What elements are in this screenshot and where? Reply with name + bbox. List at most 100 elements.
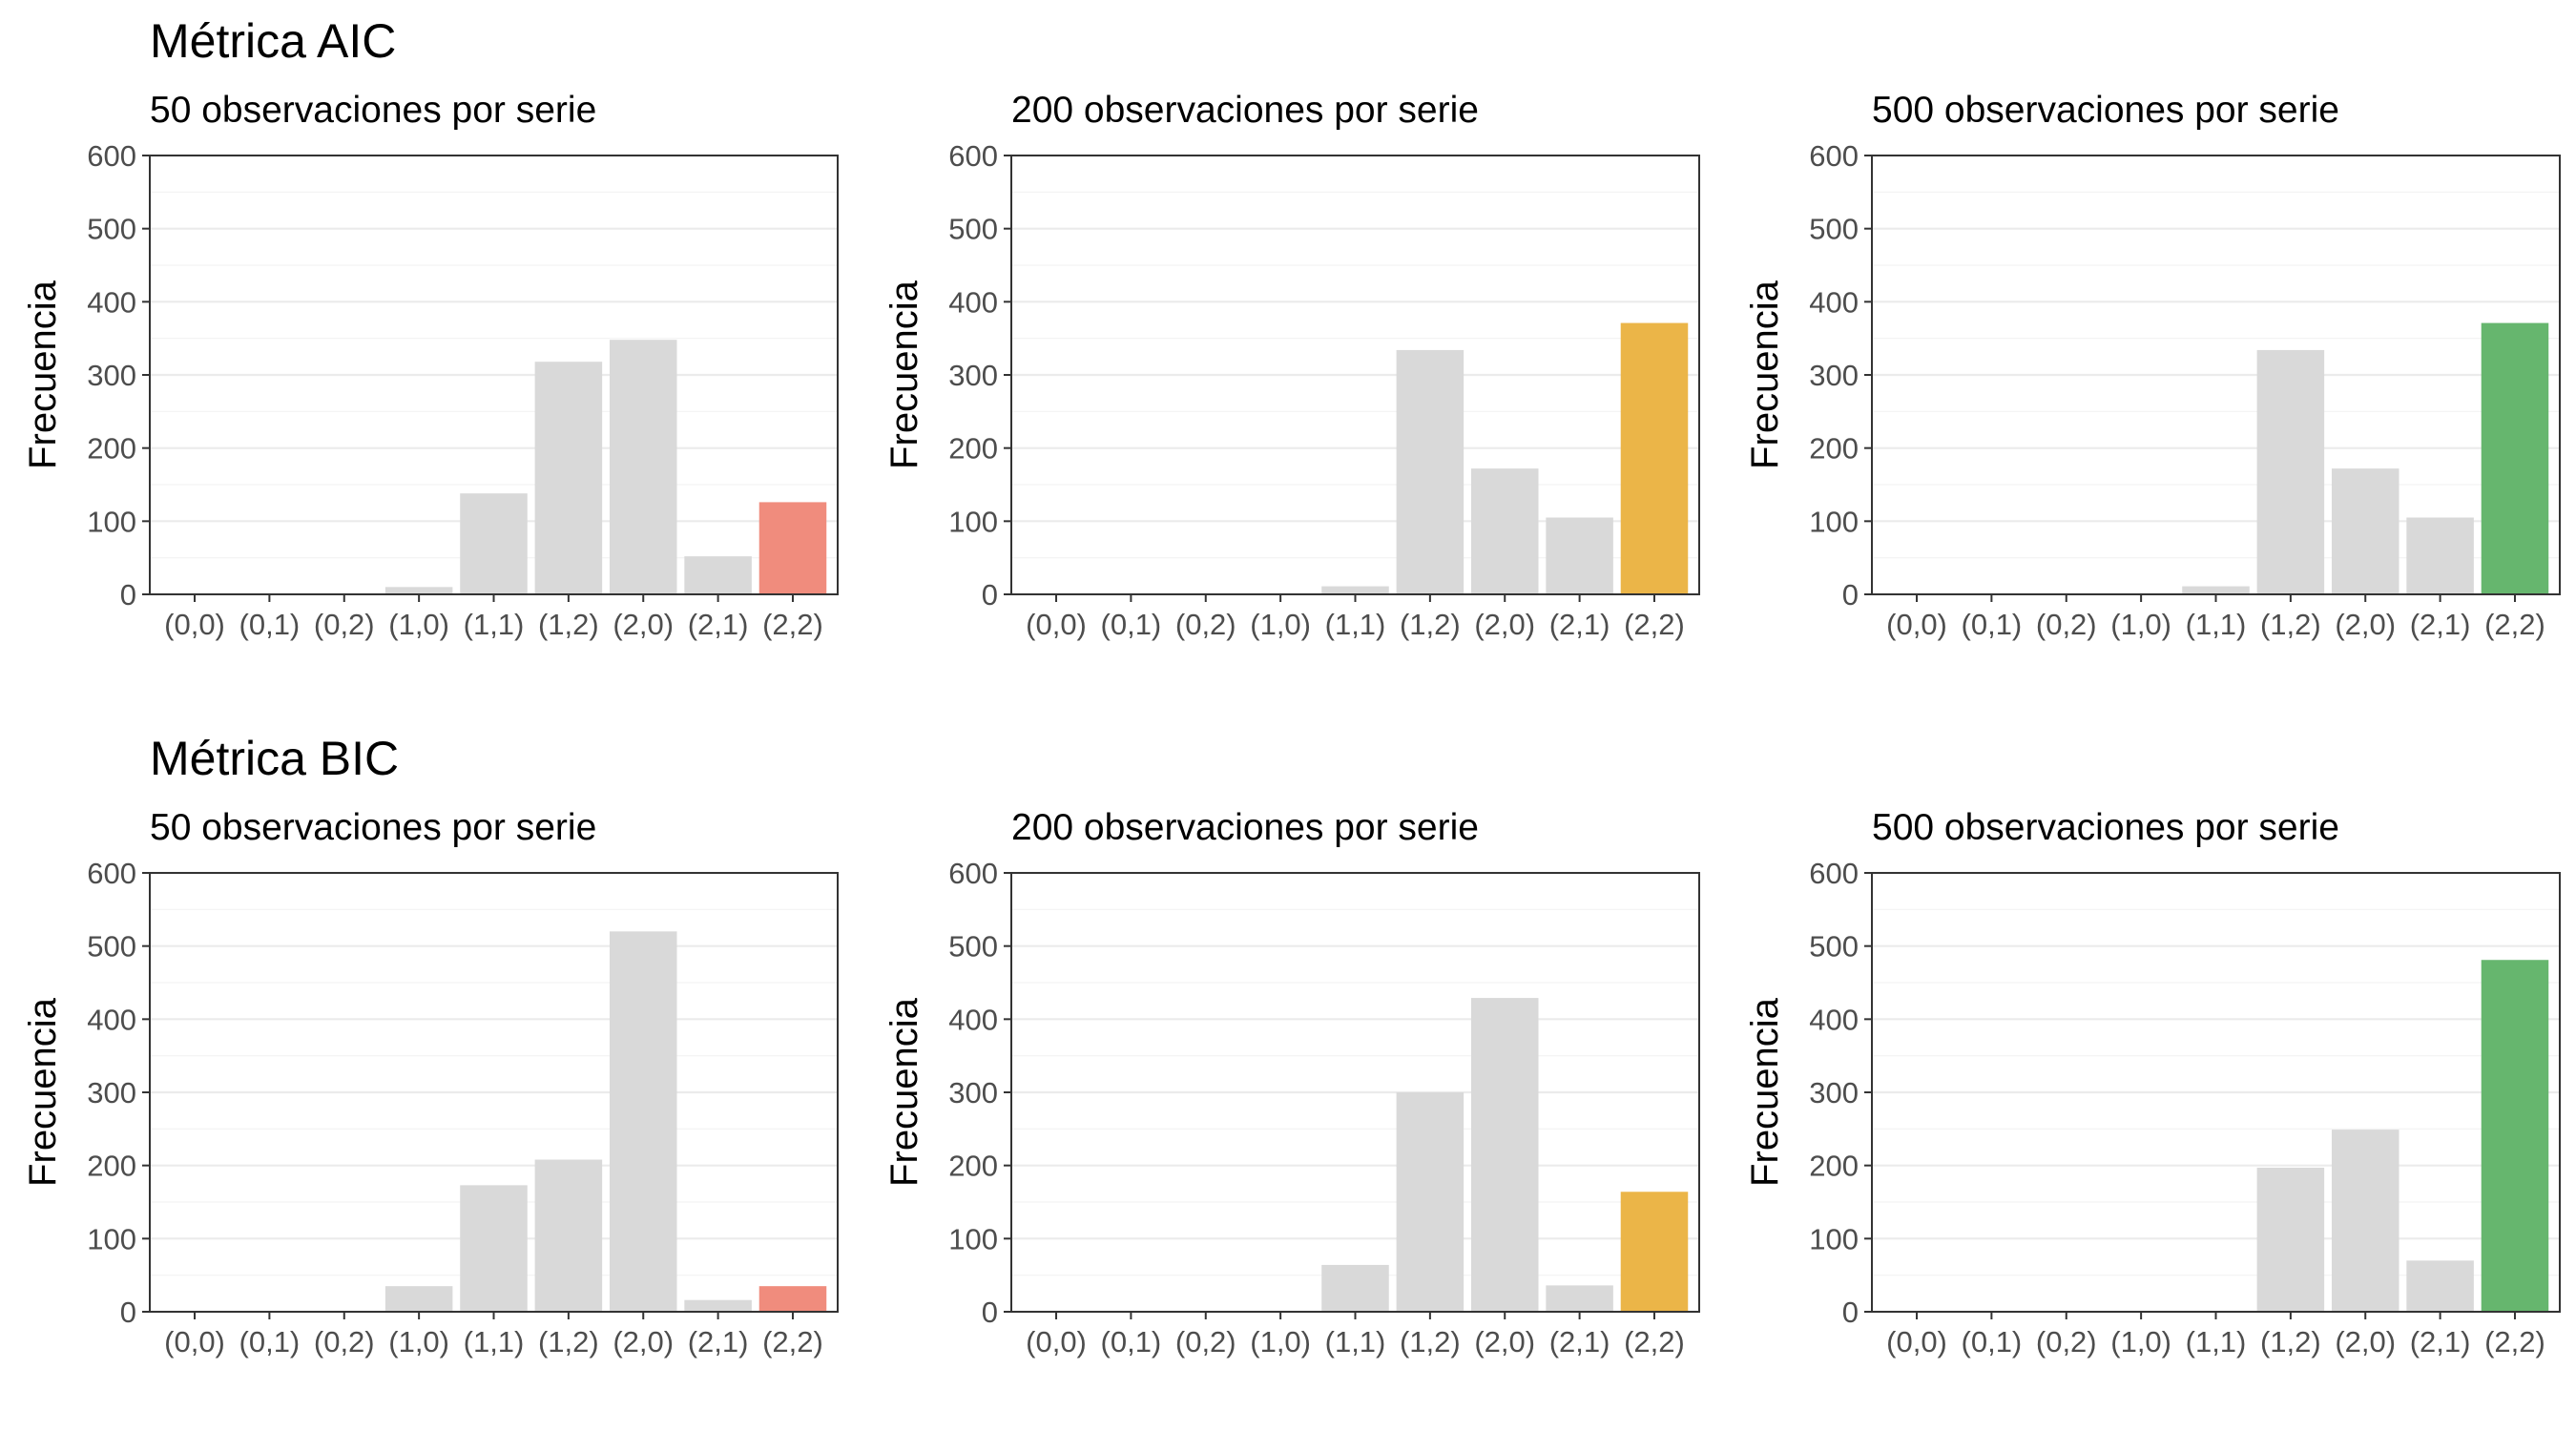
y-tick-label: 0 (982, 1296, 998, 1329)
x-tick-label: (2,2) (762, 608, 823, 641)
x-tick-label: (1,2) (2260, 1325, 2321, 1358)
x-tick-label: (2,1) (688, 1325, 749, 1358)
y-tick-label: 300 (87, 359, 136, 392)
x-tick-label: (2,0) (1474, 1325, 1535, 1358)
y-tick-label: 600 (1809, 857, 1859, 890)
y-tick-label: 0 (1842, 1296, 1859, 1329)
bar-20 (609, 931, 677, 1312)
x-tick-label: (2,2) (2484, 1325, 2545, 1358)
panel-2: 200 observaciones por serie Frecuencia (0,… (883, 90, 1700, 641)
bar-20 (609, 340, 677, 594)
x-tick-label: (2,1) (2410, 1325, 2471, 1358)
bar-11 (1321, 586, 1389, 594)
y-tick-label: 200 (87, 432, 136, 466)
panel-subtitle: 500 observaciones por serie (1872, 807, 2339, 848)
x-tick-label: (1,0) (388, 1325, 449, 1358)
bar-12 (534, 1159, 603, 1312)
x-tick-label: (0,0) (1886, 608, 1947, 641)
y-tick-label: 300 (87, 1076, 136, 1110)
x-tick-label: (1,0) (2110, 1325, 2171, 1358)
x-tick-label: (0,0) (1026, 1325, 1087, 1358)
y-tick-label: 600 (948, 857, 998, 890)
x-tick-label: (2,0) (613, 1325, 674, 1358)
bar-22 (2481, 322, 2549, 594)
panel-frame (1010, 872, 1700, 1313)
x-tick-label: (2,2) (762, 1325, 823, 1358)
bar-20 (2331, 1130, 2399, 1312)
panel-frame (1010, 155, 1700, 595)
bar-11 (460, 493, 528, 594)
bar-21 (684, 1299, 752, 1312)
x-tick-label: (2,2) (1624, 608, 1685, 641)
panel-frame (1871, 872, 2561, 1313)
panel-subtitle: 200 observaciones por serie (1011, 90, 1479, 131)
y-tick-label: 200 (948, 1150, 998, 1183)
y-tick-label: 500 (1809, 930, 1859, 964)
bar-11 (460, 1185, 528, 1312)
y-axis-label: Frecuencia (883, 280, 925, 469)
x-tick-label: (2,1) (1549, 1325, 1610, 1358)
x-tick-label: (0,0) (164, 1325, 225, 1358)
y-tick-label: 300 (948, 1076, 998, 1110)
y-tick-label: 400 (1809, 285, 1859, 319)
bar-11 (1321, 1264, 1389, 1312)
y-tick-label: 300 (1809, 359, 1859, 392)
bar-21 (1546, 517, 1613, 594)
x-tick-label: (1,1) (2186, 1325, 2247, 1358)
bar-12 (534, 362, 603, 594)
x-tick-label: (0,2) (2036, 1325, 2097, 1358)
bar-21 (684, 556, 752, 594)
x-tick-label: (1,0) (388, 608, 449, 641)
y-tick-label: 0 (120, 578, 136, 612)
x-tick-label: (2,2) (1624, 1325, 1685, 1358)
x-tick-label: (2,0) (1474, 608, 1535, 641)
bar-21 (1546, 1285, 1613, 1312)
x-tick-label: (1,0) (1250, 608, 1311, 641)
y-tick-label: 600 (948, 139, 998, 173)
y-tick-label: 500 (948, 213, 998, 246)
x-tick-label: (0,1) (1101, 608, 1162, 641)
bar-22 (758, 1286, 827, 1312)
x-tick-label: (1,2) (1400, 608, 1461, 641)
y-tick-label: 400 (948, 1003, 998, 1036)
panel-5: 200 observaciones por serie Frecuencia (0,… (883, 807, 1700, 1358)
y-tick-label: 200 (1809, 432, 1859, 466)
x-tick-label: (0,2) (314, 1325, 375, 1358)
bar-22 (1620, 1192, 1689, 1312)
bar-20 (2331, 468, 2399, 594)
y-tick-label: 500 (87, 213, 136, 246)
y-tick-label: 400 (87, 285, 136, 319)
y-tick-label: 0 (120, 1296, 136, 1329)
x-tick-label: (1,2) (538, 1325, 599, 1358)
x-tick-label: (2,1) (688, 608, 749, 641)
bar-12 (2256, 349, 2325, 594)
x-tick-label: (1,2) (2260, 608, 2321, 641)
y-tick-label: 100 (948, 1222, 998, 1255)
x-tick-label: (0,1) (239, 608, 301, 641)
panel-frame (149, 872, 839, 1313)
x-tick-label: (0,2) (1175, 1325, 1236, 1358)
bar-11 (2182, 586, 2250, 594)
y-tick-label: 200 (948, 432, 998, 466)
x-tick-label: (1,0) (1250, 1325, 1311, 1358)
y-tick-label: 600 (87, 857, 136, 890)
panels: 50 observaciones por serie Frecuencia (0,0… (22, 90, 2561, 1358)
bar-20 (1470, 998, 1539, 1312)
y-tick-label: 500 (948, 930, 998, 964)
panel-frame (1871, 155, 2561, 595)
bar-21 (2406, 1260, 2474, 1312)
y-tick-label: 400 (948, 285, 998, 319)
x-tick-label: (0,2) (2036, 608, 2097, 641)
x-tick-label: (0,1) (1962, 1325, 2023, 1358)
y-tick-label: 400 (1809, 1003, 1859, 1036)
y-tick-label: 500 (1809, 213, 1859, 246)
x-tick-label: (1,2) (538, 608, 599, 641)
bar-10 (384, 1286, 453, 1312)
x-tick-label: (1,1) (1325, 608, 1386, 641)
x-tick-label: (2,0) (613, 608, 674, 641)
y-tick-label: 200 (87, 1150, 136, 1183)
x-tick-label: (0,2) (314, 608, 375, 641)
y-tick-label: 100 (87, 505, 136, 538)
y-tick-label: 500 (87, 930, 136, 964)
panel-subtitle: 50 observaciones por serie (150, 90, 596, 131)
